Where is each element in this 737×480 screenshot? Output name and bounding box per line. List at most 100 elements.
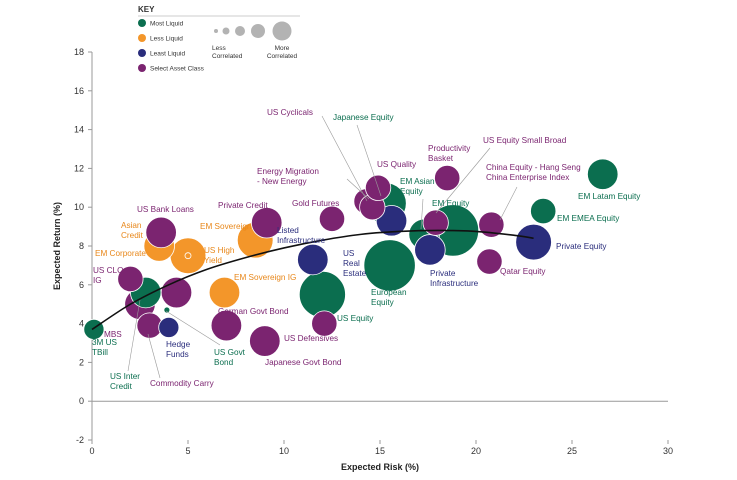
point-label: US Real Estate bbox=[343, 249, 367, 278]
bubble-point bbox=[318, 205, 346, 232]
point-label: US CLO IG bbox=[93, 266, 123, 285]
point-label-line: US Equity bbox=[337, 314, 374, 323]
point-label-line: US Equity Small Broad bbox=[483, 136, 567, 145]
key-swatch bbox=[138, 64, 146, 72]
bubble-point bbox=[163, 306, 171, 314]
leader-line bbox=[346, 178, 370, 200]
point-label-line: US Inter bbox=[110, 372, 140, 381]
point-label-line: US Quality bbox=[377, 160, 417, 169]
point-label-line: EM Asian bbox=[400, 177, 435, 186]
bubble-point bbox=[587, 158, 619, 190]
point-label-line: US Cyclicals bbox=[267, 108, 313, 117]
point-label: Productivity Basket bbox=[428, 144, 471, 163]
point-label-line: US Govt bbox=[214, 348, 246, 357]
bubble-point bbox=[422, 209, 449, 236]
point-label: US Bank Loans bbox=[137, 205, 194, 214]
key-size-circle bbox=[251, 24, 265, 38]
point-label: 3M US TBill bbox=[92, 338, 118, 357]
bubble-point bbox=[117, 265, 144, 293]
leader-line bbox=[321, 115, 368, 202]
bubble-point bbox=[476, 248, 503, 275]
leader-line bbox=[499, 186, 518, 221]
point-label-line: US bbox=[343, 249, 355, 258]
bubble-point bbox=[297, 243, 329, 276]
key-swatch bbox=[138, 49, 146, 57]
point-label-line: Gold Futures bbox=[292, 199, 339, 208]
point-label-line: 3M US bbox=[92, 338, 118, 347]
point-label: Qatar Equity bbox=[500, 267, 546, 276]
point-label-line: China Enterprise Index bbox=[486, 173, 569, 182]
point-label-line: Private Credit bbox=[218, 201, 268, 210]
y-tick-label: 2 bbox=[79, 357, 84, 367]
key-size-circle bbox=[222, 27, 230, 35]
point-label: US Inter Credit bbox=[110, 372, 140, 391]
bubble-point bbox=[530, 197, 557, 225]
key-item-label: Most Liquid bbox=[150, 21, 184, 28]
x-tick-label: 20 bbox=[471, 446, 481, 456]
point-label-line: Infrastructure bbox=[277, 236, 326, 245]
point-label: Private Credit bbox=[218, 201, 268, 210]
point-label-line: Productivity bbox=[428, 144, 471, 153]
bubble-point bbox=[210, 309, 243, 342]
point-label: US Equity bbox=[337, 314, 374, 323]
x-tick-label: 5 bbox=[185, 446, 190, 456]
point-label-line: European bbox=[371, 288, 407, 297]
x-tick-label: 25 bbox=[567, 446, 577, 456]
bubble-point bbox=[434, 165, 461, 192]
point-label-line: US Defensives bbox=[284, 334, 338, 343]
point-label: US Defensives bbox=[284, 334, 338, 343]
point-label: Japanese Equity bbox=[333, 113, 394, 122]
point-label: EM Asian Equity bbox=[400, 177, 435, 196]
bubble-point bbox=[363, 239, 416, 292]
point-label-line: Credit bbox=[121, 231, 144, 240]
point-label: EM Latam Equity bbox=[578, 192, 641, 201]
point-label-line: Yield bbox=[204, 256, 222, 265]
point-label: EM EMEA Equity bbox=[557, 214, 620, 223]
point-label-line: EM Corporate bbox=[95, 249, 146, 258]
leader-line bbox=[435, 147, 491, 214]
point-label: EM Equity bbox=[432, 199, 470, 208]
leader-line bbox=[165, 310, 221, 346]
point-label: Commodity Carry bbox=[150, 379, 215, 388]
point-label: European Equity bbox=[371, 288, 407, 307]
point-label-line: Infrastructure bbox=[430, 279, 479, 288]
key-swatch bbox=[138, 19, 146, 27]
leader-line bbox=[127, 299, 141, 372]
point-label-line: German Govt Bond bbox=[218, 307, 289, 316]
bubble-point bbox=[208, 276, 241, 309]
key-legend: KEY Most Liquid Less Liquid Least Liquid Sel… bbox=[138, 5, 300, 73]
point-label: EM Sovereign IG bbox=[234, 273, 296, 282]
point-label: Japanese Govt Bond bbox=[265, 358, 342, 367]
point-label-line: Qatar Equity bbox=[500, 267, 546, 276]
y-tick-label: 12 bbox=[74, 163, 84, 173]
y-axis-title: Expected Return (%) bbox=[52, 202, 62, 290]
point-label-line: EM Sovereign IG bbox=[234, 273, 296, 282]
point-label-line: Equity bbox=[371, 298, 395, 307]
point-label-line: Bond bbox=[214, 358, 234, 367]
point-label-line: Funds bbox=[166, 350, 189, 359]
point-label-line: EM Sovereign bbox=[200, 222, 252, 231]
point-label: Listed Infrastructure bbox=[277, 226, 326, 245]
x-axis-title: Expected Risk (%) bbox=[341, 462, 419, 472]
key-size-circle bbox=[272, 21, 292, 41]
frontier-curve bbox=[91, 229, 534, 331]
bubble-point bbox=[251, 207, 283, 239]
point-label: US Govt Bond bbox=[214, 348, 246, 367]
point-label: Private Equity bbox=[556, 242, 607, 251]
key-more-correlated: Correlated bbox=[267, 53, 298, 60]
bubble-layer bbox=[83, 158, 619, 357]
point-label-line: EM EMEA Equity bbox=[557, 214, 620, 223]
leader-line bbox=[356, 124, 382, 197]
point-label: US Equity Small Broad bbox=[483, 136, 567, 145]
point-label-line: Japanese Govt Bond bbox=[265, 358, 342, 367]
point-label: EM Corporate bbox=[95, 249, 146, 258]
key-title: KEY bbox=[138, 5, 155, 14]
key-size-circle bbox=[235, 26, 245, 36]
y-tick-label: 16 bbox=[74, 86, 84, 96]
bubble-point bbox=[414, 234, 446, 266]
point-label: German Govt Bond bbox=[218, 307, 289, 316]
point-label: Energy Migration - New Energy bbox=[257, 167, 319, 186]
bubble-point bbox=[158, 316, 180, 338]
point-label-line: EM Latam Equity bbox=[578, 192, 641, 201]
